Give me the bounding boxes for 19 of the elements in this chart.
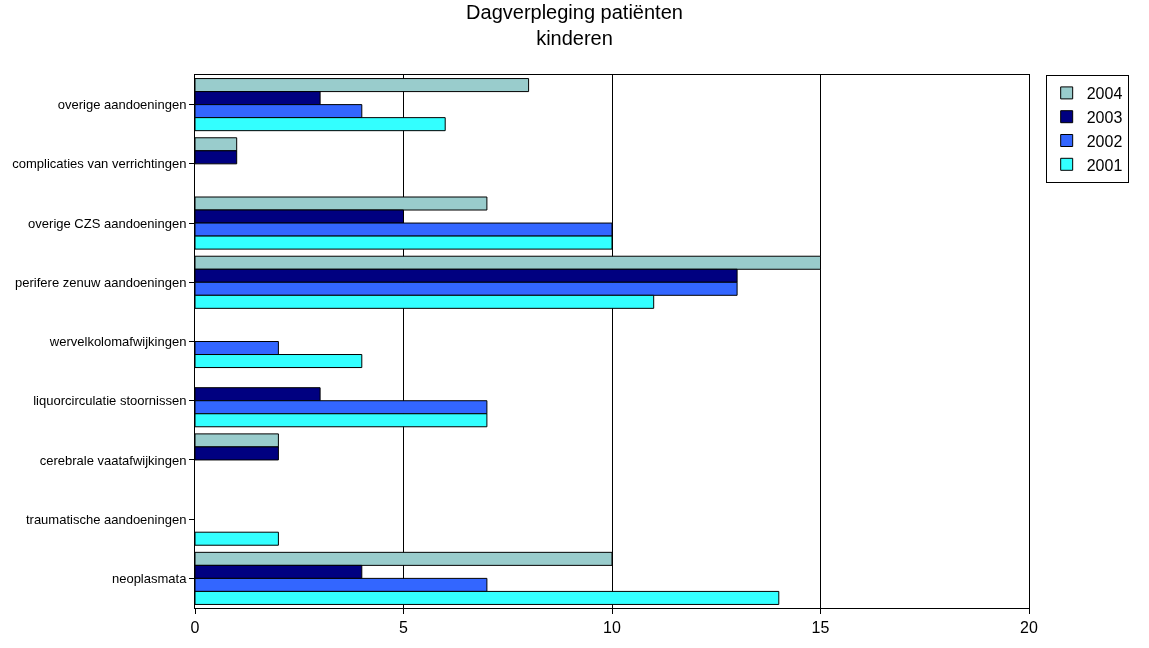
- y-tick-label: cerebrale vaatafwijkingen: [39, 452, 187, 468]
- legend-label: 2003: [1086, 108, 1123, 126]
- x-tick-label: 15: [811, 619, 830, 637]
- legend-label: 2004: [1086, 85, 1123, 103]
- y-tick-label: neoplasmata: [111, 570, 188, 586]
- x-tick-label: 20: [1020, 619, 1038, 637]
- y-tick-label: traumatische aandoeningen: [25, 511, 187, 527]
- x-tick-label: 5: [399, 619, 409, 637]
- y-tick-label: liquorcirculatie stoornissen: [33, 393, 187, 409]
- y-tick-label: overige CZS aandoeningen: [28, 215, 187, 231]
- legend-label: 2001: [1086, 156, 1123, 174]
- y-tick-label: overige aandoeningen: [57, 97, 187, 113]
- y-tick-label: wervelkolomafwijkingen: [48, 334, 187, 350]
- y-tick-label: perifere zenuw aandoeningen: [15, 274, 187, 290]
- y-tick-label: complicaties van verrichtingen: [12, 156, 187, 172]
- x-tick-label: 10: [603, 619, 621, 637]
- chart-title: Dagverpleging patiënten kinderen: [466, 1, 683, 50]
- legend-label: 2002: [1086, 132, 1123, 150]
- x-tick-label: 0: [190, 619, 200, 637]
